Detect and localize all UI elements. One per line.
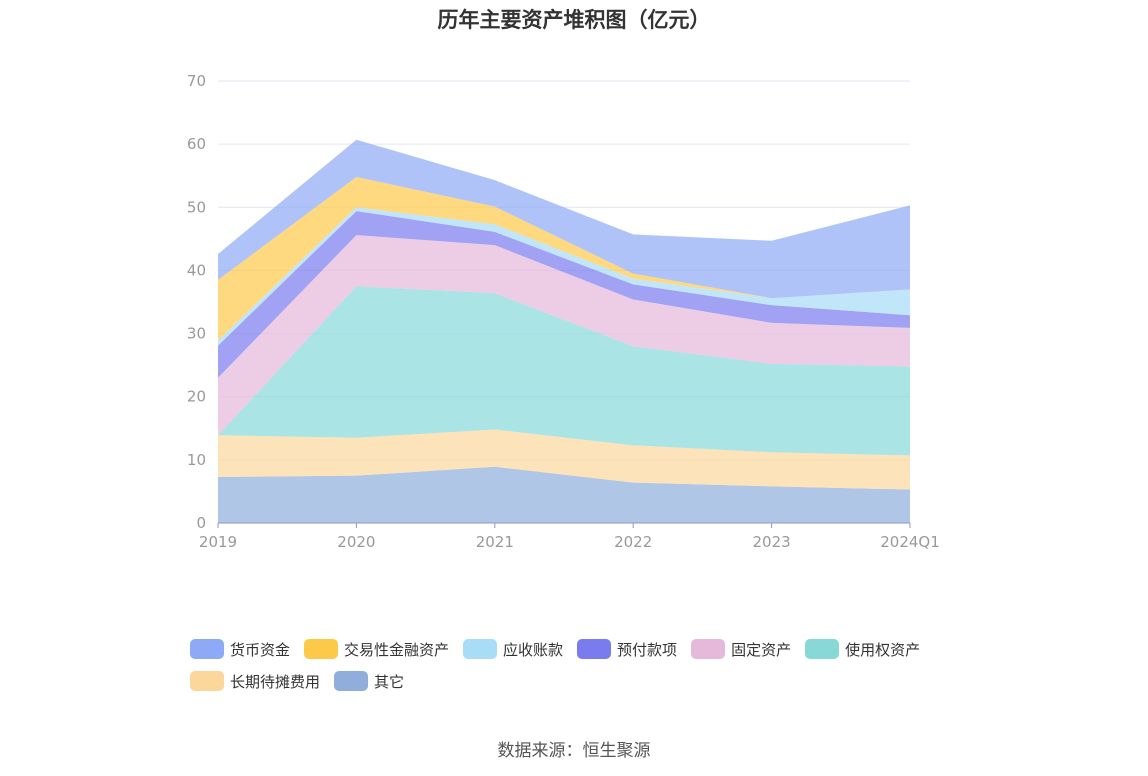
y-tick-label: 60	[187, 135, 206, 153]
y-tick-label: 30	[187, 325, 206, 343]
y-tick-label: 70	[187, 72, 206, 90]
legend-label: 交易性金融资产	[344, 640, 450, 659]
legend-label: 使用权资产	[845, 640, 921, 659]
legend-swatch	[190, 639, 224, 659]
x-tick-label: 2020	[337, 533, 375, 551]
legend-item[interactable]: 使用权资产	[805, 638, 920, 660]
area-series-1	[218, 429, 910, 490]
x-tick-label: 2021	[476, 533, 514, 551]
legend: 货币资金 交易性金融资产 应收账款 预付款项 固定资产 使用权资产长期待摊费用 其它	[190, 638, 990, 702]
y-tick-label: 20	[187, 388, 206, 406]
area-series-3	[218, 235, 910, 436]
legend-label: 固定资产	[731, 640, 792, 659]
x-tick-label: 2024Q1	[880, 533, 940, 551]
area-series-2	[218, 286, 910, 456]
legend-label: 预付款项	[617, 640, 678, 659]
y-tick-label: 0	[196, 514, 206, 532]
y-tick-label: 10	[187, 451, 206, 469]
legend-item[interactable]: 应收账款	[463, 638, 563, 660]
area-series-0	[218, 466, 910, 523]
legend-item[interactable]: 交易性金融资产	[304, 638, 449, 660]
legend-item[interactable]: 预付款项	[577, 638, 677, 660]
legend-label: 长期待摊费用	[230, 672, 321, 691]
legend-label: 货币资金	[230, 640, 291, 659]
x-tick-label: 2023	[753, 533, 791, 551]
x-tick-label: 2022	[614, 533, 652, 551]
legend-item[interactable]: 长期待摊费用	[190, 670, 320, 692]
stacked-area-chart: 0 10 20 30 40 50 60 70 2019 2020 2021 2022 2023 2024Q…	[187, 72, 940, 551]
legend-swatch	[304, 639, 339, 659]
legend-swatch	[463, 639, 498, 659]
legend-item[interactable]: 其它	[334, 670, 404, 692]
legend-swatch	[805, 639, 840, 659]
x-tick-label: 2019	[199, 533, 237, 551]
y-tick-label: 40	[187, 261, 206, 279]
legend-label: 其它	[374, 672, 405, 691]
source-text: 数据来源：恒生聚源	[497, 741, 651, 761]
legend-swatch	[691, 639, 726, 659]
legend-swatch	[334, 671, 369, 691]
y-tick-label: 50	[187, 198, 206, 216]
legend-swatch	[577, 639, 612, 659]
legend-label: 应收账款	[503, 640, 564, 659]
legend-item[interactable]: 固定资产	[691, 638, 791, 660]
chart-title: 历年主要资产堆积图（亿元）	[437, 8, 711, 32]
area-series-7	[218, 139, 910, 299]
legend-item[interactable]: 货币资金	[190, 638, 290, 660]
legend-swatch	[190, 671, 224, 691]
